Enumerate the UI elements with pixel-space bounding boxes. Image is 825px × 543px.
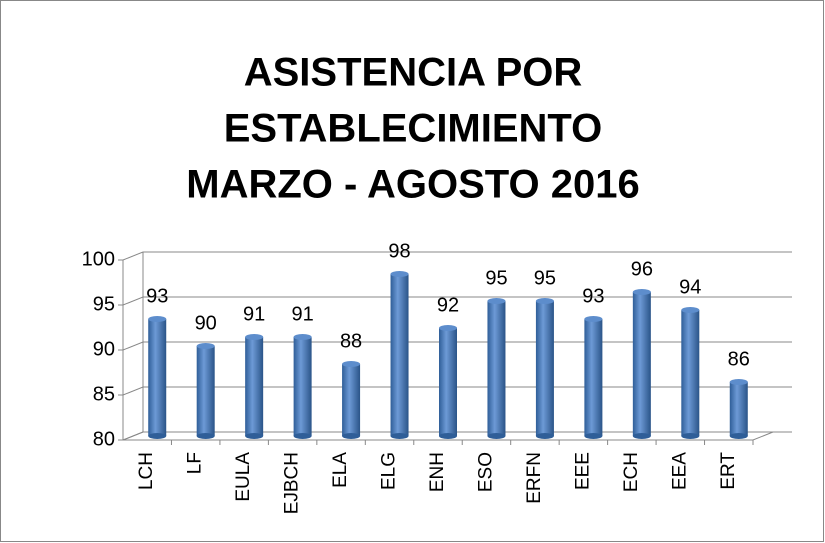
x-tick-label: EULA [233,452,254,502]
bar-base [245,433,264,439]
grid-line [122,296,792,306]
data-label: 98 [388,240,410,262]
grid-line [122,251,792,261]
bar [487,301,506,436]
x-tick-label: ERT [718,452,739,490]
x-tick-label: LCH [136,452,157,490]
bar-base [342,433,361,439]
data-label: 94 [679,276,701,298]
x-tick-label: ESO [475,452,496,492]
bar-base [535,433,554,439]
bar [584,319,603,436]
y-tick-label: 80 [93,428,115,450]
bar-top [293,334,312,340]
data-label: 92 [437,294,459,316]
grid-line [122,341,792,351]
bar-top [245,334,264,340]
bar-base [196,433,215,439]
y-tick-label: 90 [93,338,115,360]
x-tick-label: LF [185,452,206,474]
x-tick-label: ELA [330,452,351,488]
bar-top [439,325,457,331]
bar-top [535,298,554,304]
data-label: 86 [728,348,750,370]
data-label: 91 [291,303,313,325]
bar-top [487,298,506,304]
data-label: 93 [582,285,604,307]
bar-top [196,343,215,349]
bar-top [584,316,603,322]
x-tick-label: ECH [621,452,642,492]
bar [148,319,167,436]
bar-base [487,433,506,439]
bar-base [632,433,651,439]
bar-base [584,433,603,439]
bar [342,364,361,436]
bar-base [681,433,700,439]
chart-title: ESTABLECIMIENTO [224,107,603,151]
bar-top [729,379,748,385]
data-label: 96 [631,258,653,280]
bar-top [390,271,409,277]
bar [245,337,264,436]
bar-top [681,307,700,313]
data-label: 90 [195,312,217,334]
bar [681,310,700,436]
data-label: 88 [340,330,362,352]
chart-title: MARZO - AGOSTO 2016 [186,163,639,207]
bar-top [632,289,651,295]
x-tick-label: ENH [427,452,448,492]
x-tick-label: ELG [379,452,400,490]
x-tick-label: EEA [669,452,690,490]
bar-top [342,361,361,367]
bar [293,337,312,436]
bar [729,382,748,436]
bar [439,328,457,436]
grid-line [122,386,792,396]
data-label: 91 [243,303,265,325]
y-tick-label: 100 [82,248,115,270]
bar [390,274,409,436]
x-tick-label: EJBCH [282,452,303,514]
bar-base [439,433,457,439]
bar-top [148,316,167,322]
x-tick-label: EEE [572,452,593,490]
bar-base [148,433,167,439]
chart-title: ASISTENCIA POR [244,51,583,95]
x-tick-label: ERFN [524,452,545,504]
y-tick-label: 95 [93,293,115,315]
bar [632,292,651,436]
data-label: 95 [534,267,556,289]
y-tick-label: 85 [93,383,115,405]
bar [196,346,215,436]
bar-base [729,433,748,439]
data-label: 95 [485,267,507,289]
bar [535,301,554,436]
grid-line [122,431,792,441]
data-label: 93 [146,285,168,307]
bar-base [293,433,312,439]
bar-base [390,433,409,439]
